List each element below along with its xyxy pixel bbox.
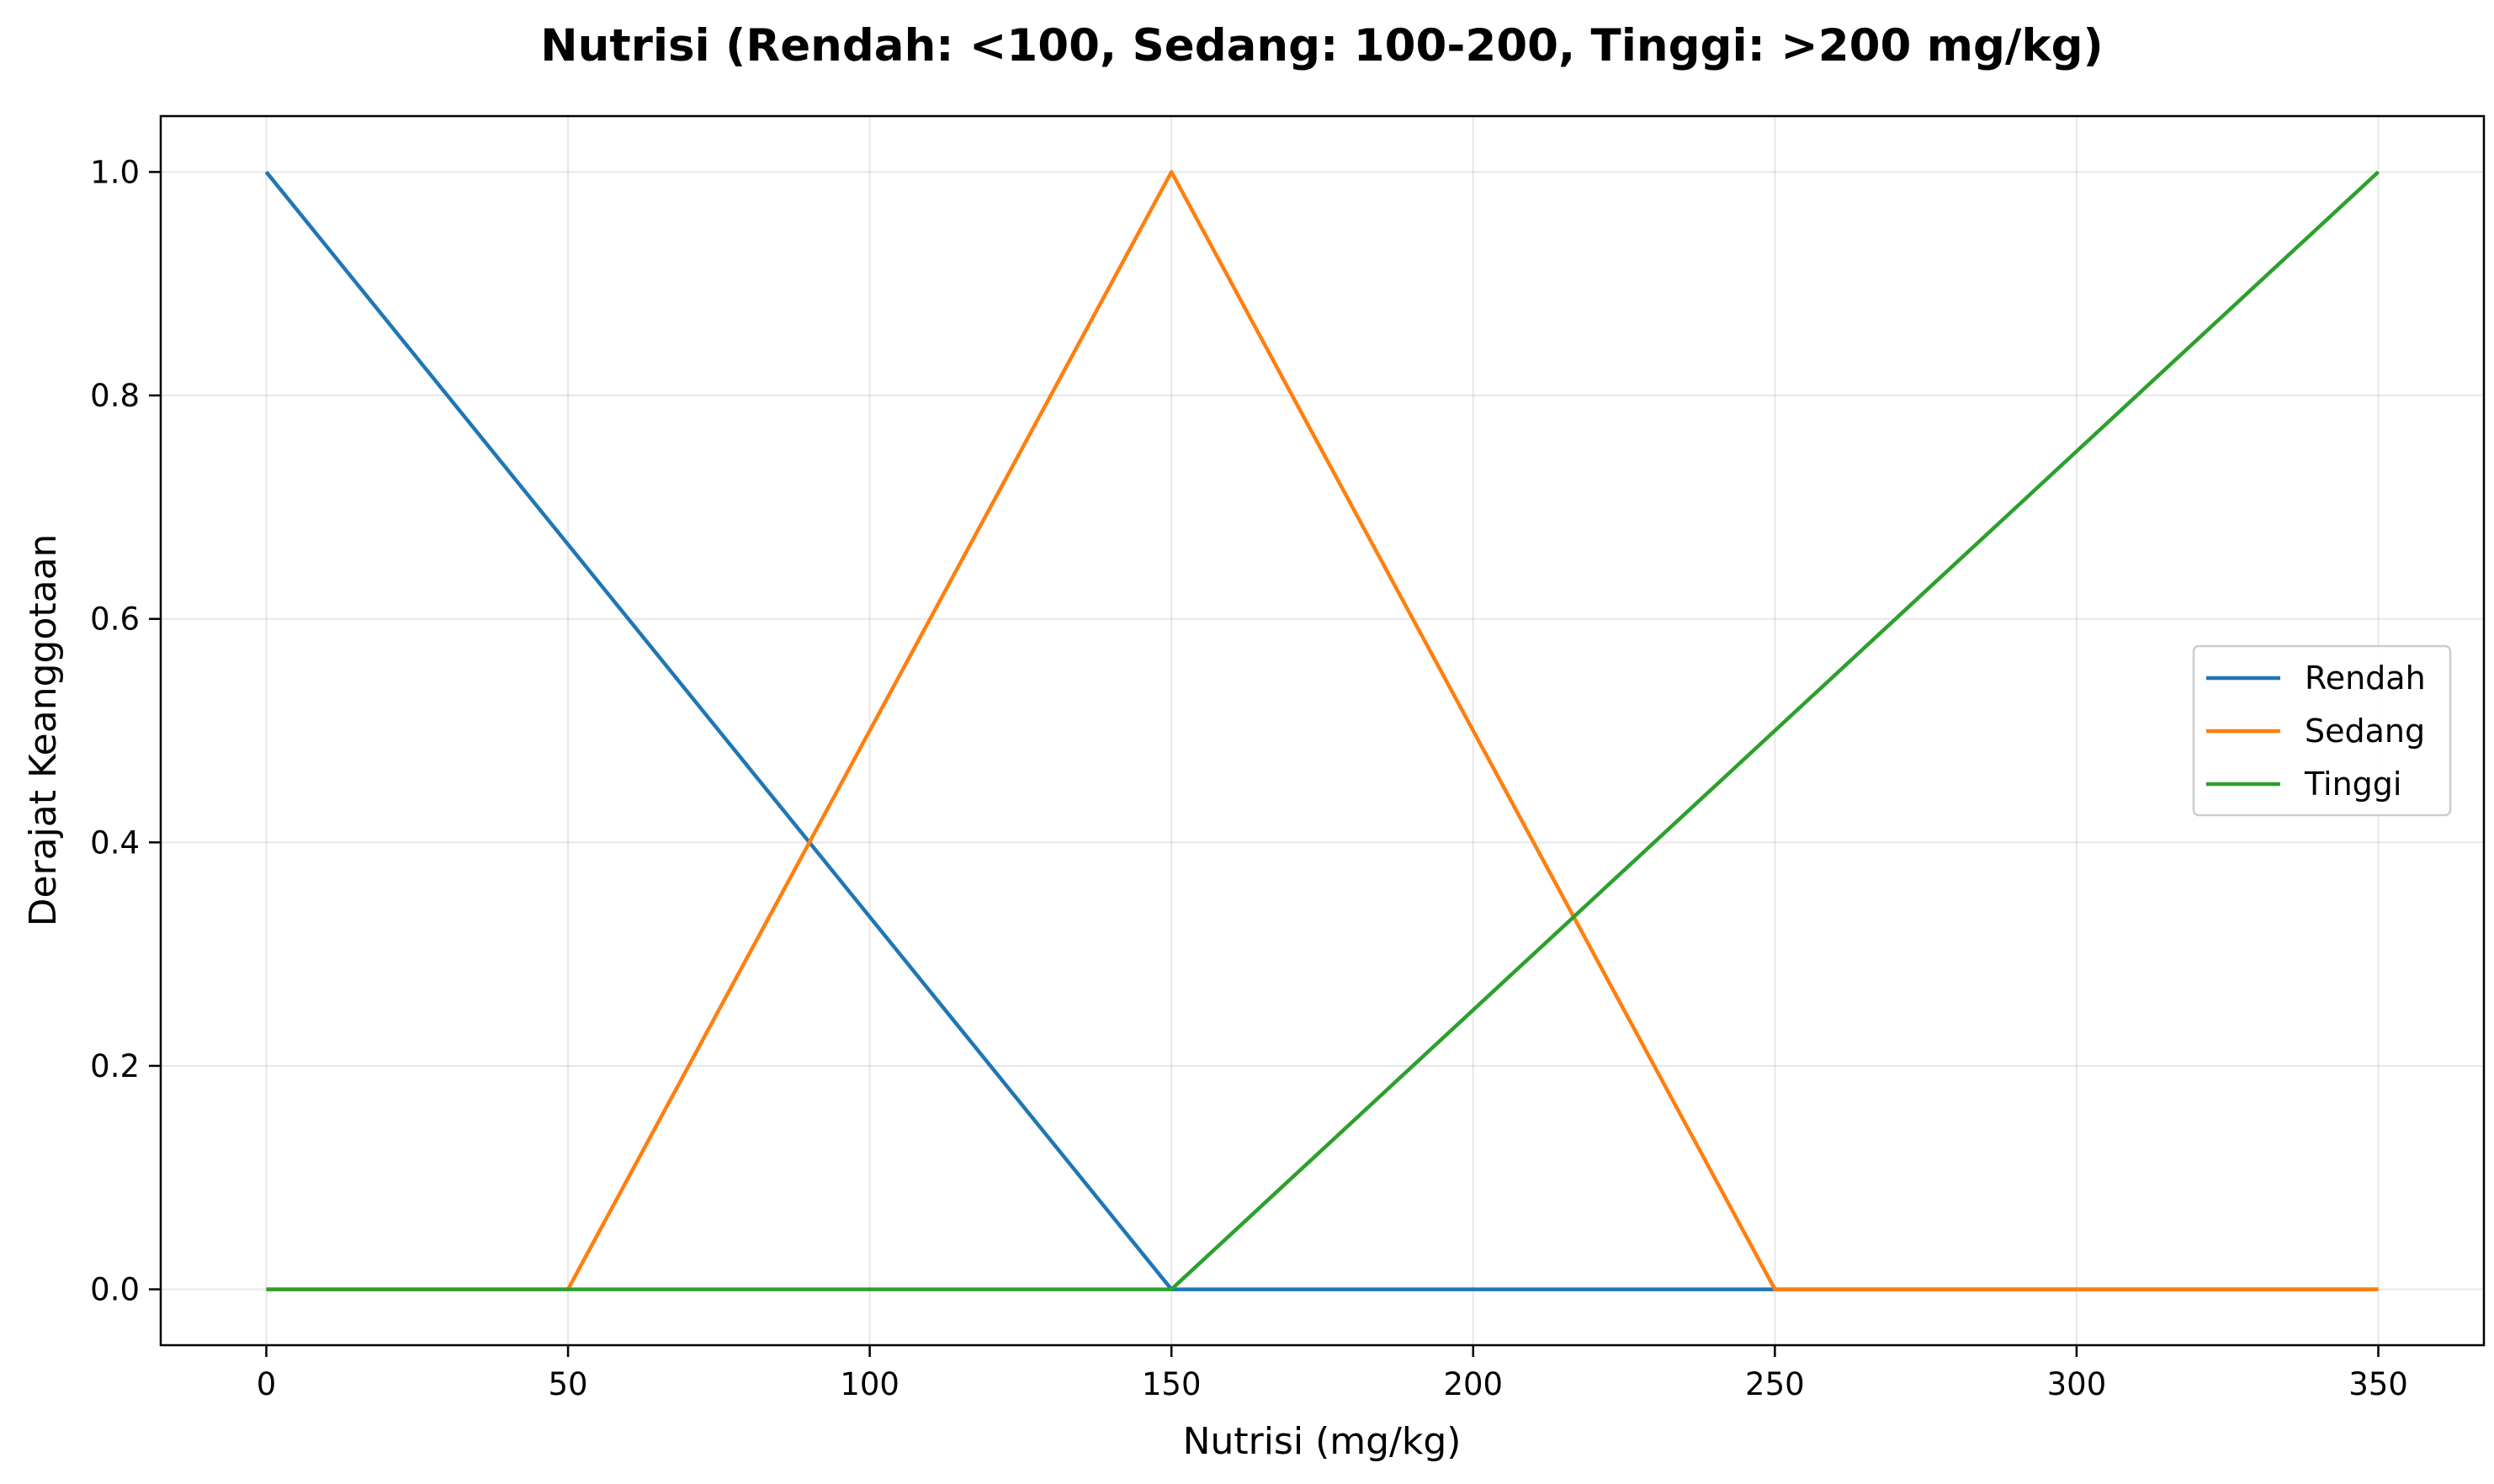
y-tick-label: 0.0 bbox=[90, 1272, 140, 1308]
y-tick-label: 0.8 bbox=[90, 378, 140, 414]
x-tick-label: 50 bbox=[549, 1366, 588, 1402]
x-tick-label: 250 bbox=[1745, 1366, 1805, 1402]
chart-title: Nutrisi (Rendah: <100, Sedang: 100-200, … bbox=[540, 20, 2103, 72]
x-tick-label: 100 bbox=[840, 1366, 899, 1402]
x-tick-label: 350 bbox=[2348, 1366, 2408, 1402]
x-axis-ticks: 0 50 100 150 200 250 300 350 bbox=[257, 1345, 2408, 1402]
legend-label-sedang: Sedang bbox=[2305, 713, 2425, 750]
y-axis-ticks: 0.0 0.2 0.4 0.6 0.8 1.0 bbox=[90, 154, 161, 1308]
y-tick-label: 1.0 bbox=[90, 154, 140, 190]
y-tick-label: 0.4 bbox=[90, 824, 140, 861]
x-tick-label: 0 bbox=[257, 1366, 277, 1402]
x-tick-label: 150 bbox=[1142, 1366, 1202, 1402]
legend: Rendah Sedang Tinggi bbox=[2192, 644, 2452, 817]
y-axis-label: Derajat Keanggotaan bbox=[22, 534, 65, 927]
plot-area-frame bbox=[159, 114, 2486, 1347]
series-line-tinggi bbox=[266, 170, 2380, 1291]
x-axis-label: Nutrisi (mg/kg) bbox=[1183, 1420, 1462, 1463]
series-lines bbox=[264, 170, 2380, 1291]
y-tick-label: 0.6 bbox=[90, 602, 140, 638]
x-tick-label: 300 bbox=[2047, 1366, 2107, 1402]
legend-label-tinggi: Tinggi bbox=[2304, 766, 2401, 803]
x-tick-label: 200 bbox=[1443, 1366, 1503, 1402]
legend-entries: Rendah Sedang Tinggi bbox=[2206, 660, 2426, 803]
legend-label-rendah: Rendah bbox=[2305, 660, 2426, 697]
y-tick-label: 0.2 bbox=[90, 1048, 140, 1084]
legend-box bbox=[2192, 644, 2452, 817]
